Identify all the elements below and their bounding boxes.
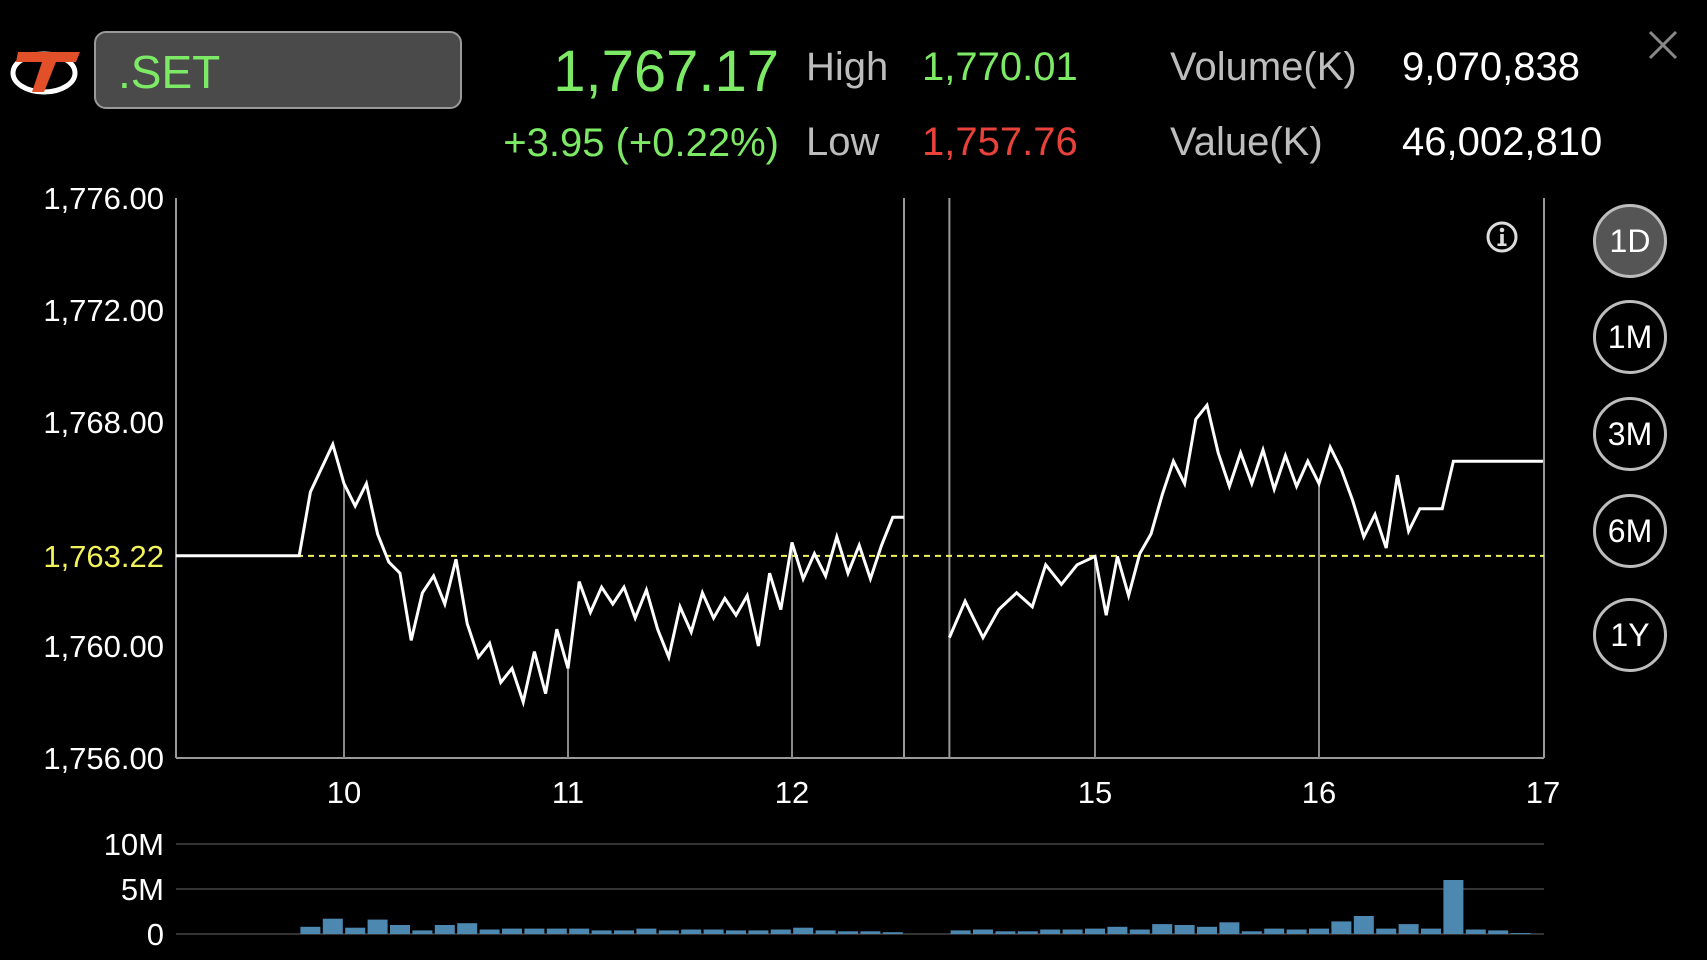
close-icon[interactable]	[1646, 28, 1680, 62]
volume-bar	[322, 918, 343, 934]
x-tick-label: 12	[775, 775, 809, 810]
period-button-1y[interactable]: 1Y	[1593, 598, 1667, 672]
volume-bar	[479, 929, 500, 934]
volume-bar	[1152, 924, 1173, 934]
value-label: Value(K)	[1170, 120, 1323, 164]
volume-bar	[636, 928, 657, 934]
volume-bar	[367, 919, 388, 934]
volume-bar	[793, 927, 814, 934]
volume-tick-label: 0	[147, 917, 164, 952]
volume-bar	[434, 925, 455, 934]
volume-bar	[1040, 929, 1061, 934]
volume-bar	[1085, 928, 1105, 934]
volume-bar	[860, 931, 881, 934]
info-icon[interactable]	[1485, 220, 1519, 254]
volume-bar	[748, 930, 769, 934]
volume-bar	[457, 923, 478, 934]
x-tick-label: 17	[1526, 775, 1560, 810]
volume-bar	[681, 929, 702, 934]
prev-close-label: 1,763.22	[43, 539, 164, 574]
symbol-text: .SET	[118, 46, 221, 98]
price-line-session-2	[948, 401, 1543, 641]
high-label: High	[806, 45, 889, 89]
high-value: 1,770.01	[922, 45, 1078, 89]
period-button-3m[interactable]: 3M	[1593, 397, 1667, 471]
y-tick-label: 1,760.00	[43, 629, 164, 664]
volume-bar	[1197, 926, 1217, 934]
last-price: 1,767.17	[553, 39, 779, 104]
x-tick-label: 10	[327, 775, 361, 810]
y-tick-label: 1,756.00	[43, 741, 164, 776]
volume-bar	[1264, 928, 1285, 934]
x-tick-label: 16	[1302, 775, 1336, 810]
low-label: Low	[806, 120, 880, 164]
volume-bar	[973, 929, 993, 934]
volume-bar	[412, 930, 433, 934]
volume-bar	[950, 930, 971, 934]
period-button-1d[interactable]: 1D	[1593, 204, 1667, 278]
value-value: 46,002,810	[1402, 120, 1603, 164]
period-button-1m[interactable]: 1M	[1593, 300, 1667, 374]
volume-bar	[1488, 930, 1509, 934]
y-tick-label: 1,768.00	[43, 405, 164, 440]
volume-bar	[1107, 926, 1128, 934]
volume-tick-label: 5M	[121, 872, 164, 907]
price-change: +3.95 (+0.22%)	[503, 121, 779, 165]
symbol-search-box[interactable]: .SET	[94, 31, 462, 109]
volume-bar	[1062, 929, 1083, 934]
volume-bar	[569, 928, 590, 934]
volume-bar	[524, 928, 545, 934]
volume-label: Volume(K)	[1170, 45, 1357, 89]
volume-bar	[770, 929, 791, 934]
volume-bar	[390, 925, 410, 934]
volume-bar	[995, 931, 1016, 934]
y-tick-label: 1,772.00	[43, 293, 164, 328]
x-tick-label: 11	[552, 775, 584, 810]
volume-bar	[1398, 924, 1419, 934]
volume-bar	[1309, 928, 1329, 934]
low-value: 1,757.76	[922, 120, 1078, 164]
volume-bar	[546, 928, 567, 934]
volume-bar	[882, 932, 903, 934]
volume-bar	[1465, 929, 1486, 934]
price-line-session-1	[176, 440, 904, 708]
volume-bar	[345, 927, 366, 934]
volume-bar	[1286, 929, 1307, 934]
volume-bar	[502, 928, 522, 934]
volume-bar	[1129, 929, 1150, 934]
volume-bar	[1421, 928, 1441, 934]
volume-bar	[703, 929, 724, 934]
volume-bar	[1017, 931, 1038, 934]
volume-tick-label: 10M	[104, 827, 164, 862]
volume-bar	[614, 930, 634, 934]
volume-bar	[1353, 916, 1374, 934]
x-tick-label: 15	[1078, 775, 1112, 810]
volume-bar	[1376, 928, 1397, 934]
volume-bar	[815, 930, 836, 934]
volume-bar	[1219, 922, 1240, 934]
y-tick-label: 1,776.00	[43, 181, 164, 216]
volume-bar	[300, 926, 321, 934]
volume-bar	[658, 930, 679, 934]
volume-bar	[1331, 921, 1352, 934]
volume-bar	[838, 931, 858, 934]
volume-bar	[1241, 931, 1262, 934]
volume-bar	[591, 930, 612, 934]
period-button-6m[interactable]: 6M	[1593, 494, 1667, 568]
volume-value: 9,070,838	[1402, 45, 1580, 89]
volume-bar	[1510, 933, 1531, 934]
volume-bar	[726, 930, 746, 934]
volume-bar	[1174, 925, 1195, 934]
app-logo	[10, 51, 80, 95]
volume-bar	[1443, 880, 1464, 934]
